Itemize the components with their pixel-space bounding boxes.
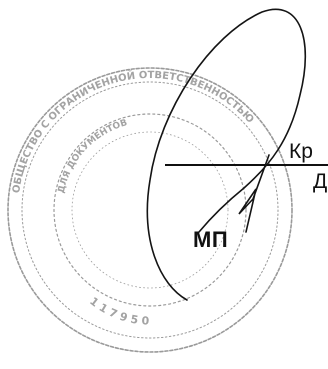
- signature-stroke: [238, 154, 270, 233]
- seal-inner-text: ДЛЯ ДОКУМЕНТОВ: [57, 118, 129, 194]
- seal-outer-text: ОБЩЕСТВО С ОГРАНИЧЕННОЙ ОТВЕТСТВЕННОСТЬЮ: [11, 69, 256, 194]
- second-line-fragment: Д: [313, 170, 328, 193]
- seal-digits: 1 1 7 9 5 0: [87, 295, 150, 328]
- stamp-place-label: МП: [193, 227, 229, 252]
- handwritten-signature: [146, 8, 307, 301]
- signer-name-fragment: Кр: [289, 140, 313, 163]
- round-seal: ОБЩЕСТВО С ОГРАНИЧЕННОЙ ОТВЕТСТВЕННОСТЬЮ…: [7, 67, 293, 353]
- name-underline: [285, 164, 328, 166]
